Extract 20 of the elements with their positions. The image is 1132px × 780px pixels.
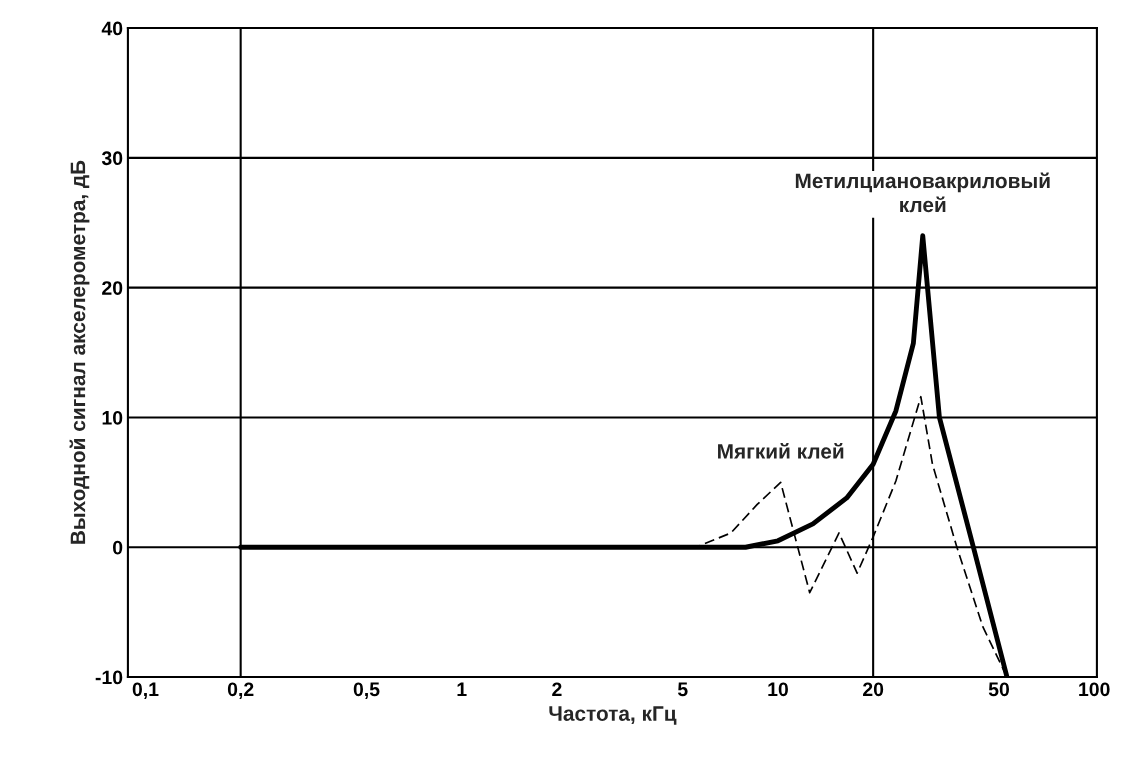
text: Метилциановакриловый клей: [795, 172, 1050, 213]
x-tick-label: 100: [1079, 682, 1110, 697]
y-tick-label: 40: [101, 21, 123, 36]
y-axis-title: Выходной сигнал акселерометра, дБ: [69, 160, 90, 544]
y-tick-label: 0: [113, 540, 123, 555]
x-tick-label: 2: [552, 682, 562, 696]
x-tick-label: 5: [677, 682, 688, 697]
x-tick-label: 10: [768, 682, 788, 697]
x-tick-label: 0,2: [227, 682, 254, 699]
x-tick-label: 0,5: [353, 682, 380, 699]
y-tick-label: -10: [95, 670, 123, 685]
y-tick-label: 10: [102, 410, 123, 425]
x-tick-label: 1: [457, 682, 467, 696]
x-tick-label: 20: [863, 682, 884, 697]
y-tick-label: 30: [101, 151, 123, 166]
x-axis-title: Частота, кГц: [549, 706, 677, 725]
series-label: Мягкий клей: [718, 443, 844, 459]
x-tick-label: 0,1: [132, 682, 159, 699]
x-tick-label: 50: [988, 682, 1010, 697]
y-tick-label: 20: [102, 281, 123, 295]
